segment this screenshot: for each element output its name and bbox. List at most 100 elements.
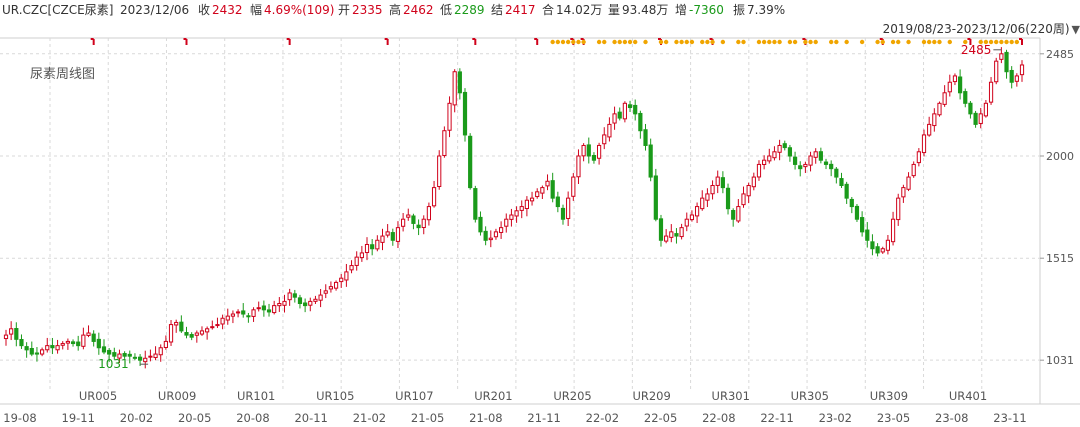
candle — [586, 144, 591, 157]
candle — [787, 147, 793, 157]
candle — [256, 307, 261, 310]
signal-star-icon — [906, 39, 911, 45]
candle — [622, 102, 627, 120]
candle — [808, 155, 813, 166]
candle — [643, 129, 648, 146]
candle — [1009, 69, 1014, 83]
candle — [339, 277, 344, 283]
x-axis: 19-08 19-11 20-02 20-05 20-08 20-11 21-02 21-05… — [3, 411, 1026, 425]
candle — [751, 176, 756, 188]
signal-star-icon — [844, 39, 849, 45]
signal-star-icon — [627, 39, 633, 45]
candle — [473, 188, 478, 220]
contract-label: UR301 — [712, 389, 750, 403]
candle — [870, 241, 875, 250]
high-label: 高 — [389, 3, 402, 17]
y-tick-label: 2485 — [1046, 48, 1074, 61]
signal-star-icon — [828, 39, 834, 45]
candle — [581, 144, 586, 157]
candle — [674, 233, 679, 237]
candle — [127, 353, 132, 357]
candle — [370, 244, 375, 250]
candle — [963, 91, 968, 104]
candle — [478, 216, 483, 233]
y-tick-label: 1031 — [1046, 354, 1074, 367]
candle — [720, 177, 725, 189]
signal-star-icon — [803, 39, 808, 45]
signal-star-icon — [947, 39, 952, 45]
candle — [24, 346, 29, 351]
candle — [447, 102, 452, 131]
candle — [318, 294, 323, 301]
candle — [767, 155, 772, 162]
signal-star-icon — [736, 39, 741, 45]
candle — [277, 303, 282, 307]
candle — [251, 309, 256, 317]
signal-star-icon — [808, 39, 813, 45]
candle — [359, 252, 364, 259]
x-date-label: 20-11 — [294, 411, 327, 425]
signal-star-icon — [612, 39, 617, 45]
contract-labels: UR005 UR009 UR101 UR105 UR107 UR201 UR205 UR209… — [79, 389, 987, 403]
candle — [163, 340, 168, 348]
candle — [442, 130, 447, 156]
signal-star-icon — [813, 39, 818, 45]
amplitude-value: 7.39% — [747, 3, 786, 17]
signal-star-icon — [983, 39, 989, 45]
x-date-label: 23-02 — [819, 411, 852, 425]
candle — [947, 81, 952, 93]
candle — [901, 187, 906, 198]
signal-star-icon — [663, 39, 669, 45]
oi-change-label: 增 — [675, 3, 688, 17]
candle — [571, 176, 576, 197]
candle — [566, 197, 571, 219]
signal-star-icon — [988, 39, 994, 45]
candle — [117, 353, 122, 359]
candle — [91, 333, 96, 342]
candle — [122, 353, 127, 357]
candle — [261, 305, 266, 311]
settle-value: 2417 — [505, 3, 536, 17]
candle — [875, 246, 880, 254]
change-label: 幅 — [250, 3, 263, 17]
candle — [19, 339, 24, 347]
candle — [818, 151, 823, 161]
candle — [235, 311, 241, 314]
candle — [865, 229, 870, 241]
candle — [107, 349, 112, 355]
candle — [9, 328, 14, 335]
candle — [230, 313, 236, 317]
candle — [710, 185, 715, 195]
candle — [65, 340, 70, 344]
signal-star-icon — [761, 39, 767, 45]
candle — [849, 198, 854, 208]
candle — [1014, 75, 1019, 82]
contract-label: UR209 — [632, 389, 670, 403]
candle — [303, 302, 308, 307]
candle — [921, 134, 927, 154]
low-price-label: 1031 — [98, 357, 129, 371]
signal-star-icon — [581, 39, 586, 45]
candle — [323, 290, 328, 294]
signal-star-icon — [1014, 39, 1020, 45]
candle — [777, 144, 782, 153]
candle — [14, 328, 19, 340]
contract-label: UR309 — [870, 389, 908, 403]
candle — [560, 207, 566, 220]
x-date-label: 20-08 — [236, 411, 269, 425]
period-range-selector[interactable]: 2019/08/23-2023/12/06(220周) ▼ — [883, 21, 1080, 38]
candle — [684, 218, 689, 227]
candle — [34, 352, 40, 355]
candle — [658, 218, 664, 241]
contract-label: UR009 — [158, 389, 196, 403]
signal-star-icon — [658, 39, 664, 45]
x-date-label: 20-05 — [178, 411, 211, 425]
signal-star-icon — [896, 39, 901, 45]
symbol-label: UR.CZC[CZCE尿素] — [2, 3, 114, 17]
signal-star-icon — [932, 39, 937, 45]
candle — [112, 352, 117, 357]
signal-star-icon — [963, 39, 968, 45]
signal-star-icon — [880, 39, 885, 45]
candle — [535, 191, 540, 198]
